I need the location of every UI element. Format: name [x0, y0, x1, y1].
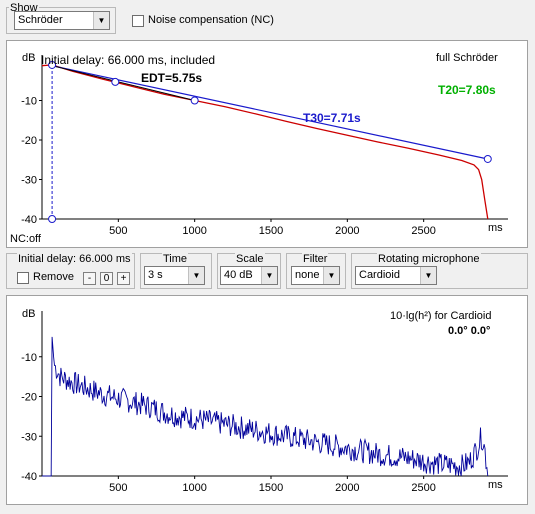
scale-value: 40 dB — [224, 269, 253, 281]
edt-fit-line — [51, 65, 195, 101]
mic-angle: 0.0° 0.0° — [448, 325, 491, 337]
top-y-tick-label: -20 — [21, 135, 37, 147]
edt-value: EDT=5.75s — [141, 71, 203, 85]
fit-marker[interactable] — [483, 154, 492, 163]
top-x-tick-label: 1500 — [259, 225, 283, 237]
noise-compensation-checkbox[interactable] — [132, 15, 144, 27]
noise-compensation-label: Noise compensation (NC) — [148, 14, 274, 26]
bottom-y-tick-label: -30 — [21, 431, 37, 443]
bottom-x-tick-label: 1000 — [182, 482, 206, 494]
schroeder-chart: -10 -20 -30 -40 500 1000 1500 2000 2500 — [21, 55, 508, 237]
remove-checkbox[interactable] — [17, 272, 29, 284]
top-x-tick-label: 2500 — [411, 225, 435, 237]
top-y-tick-label: -30 — [21, 175, 37, 187]
fit-marker[interactable] — [48, 215, 57, 223]
bottom-x-tick-label: 2500 — [411, 482, 435, 494]
mic-label: Rotating microphone — [377, 253, 481, 265]
top-x-unit: ms — [488, 222, 503, 234]
initial-delay-info: Initial delay: 66.000 ms, included — [41, 53, 216, 67]
t30-value: T30=7.71s — [303, 111, 361, 125]
impulse-chart: -10 -20 -30 -40 500 1000 1500 2000 2500 — [21, 311, 508, 494]
delay-minus-button[interactable]: - — [83, 272, 96, 285]
time-value: 3 s — [148, 269, 163, 281]
chevron-down-icon[interactable]: ▼ — [93, 12, 109, 29]
bottom-y-unit: dB — [22, 308, 36, 320]
chevron-down-icon[interactable]: ▼ — [188, 267, 204, 284]
chevron-down-icon[interactable]: ▼ — [323, 267, 339, 284]
filter-dropdown[interactable]: none ▼ — [291, 266, 340, 285]
impulse-response-curve — [42, 336, 489, 477]
chevron-down-icon[interactable]: ▼ — [261, 267, 277, 284]
time-label: Time — [162, 253, 189, 265]
filter-label: Filter — [302, 253, 329, 265]
bottom-y-tick-label: -20 — [21, 392, 37, 404]
show-group — [6, 7, 116, 34]
bottom-x-tick-label: 2000 — [335, 482, 359, 494]
scale-label: Scale — [235, 253, 265, 265]
delay-label: Initial delay: 66.000 ms — [17, 253, 132, 265]
fit-marker[interactable] — [48, 60, 57, 69]
impulse-plot-panel: -10 -20 -30 -40 500 1000 1500 2000 2500 dB 10·lg… — [6, 295, 528, 505]
filter-value: none — [295, 269, 320, 281]
top-y-tick-label: -10 — [21, 96, 37, 108]
top-x-tick-label: 1000 — [182, 225, 206, 237]
top-y-tick-label: -40 — [21, 214, 37, 226]
top-y-unit: dB — [22, 52, 36, 64]
time-dropdown[interactable]: 3 s ▼ — [144, 266, 205, 285]
top-x-tick-label: 2000 — [335, 225, 359, 237]
nc-status: NC:off — [10, 233, 41, 245]
fit-marker[interactable] — [111, 77, 120, 86]
schroeder-curve — [41, 64, 489, 220]
chevron-down-icon[interactable]: ▼ — [420, 267, 436, 284]
bottom-x-tick-label: 1500 — [259, 482, 283, 494]
show-value: Schröder — [18, 14, 63, 26]
scale-dropdown[interactable]: 40 dB ▼ — [220, 266, 278, 285]
mic-dropdown[interactable]: Cardioid ▼ — [355, 266, 437, 285]
delay-zero-button[interactable]: 0 — [100, 272, 113, 285]
schroeder-mode-label: full Schröder — [436, 52, 498, 64]
fit-marker[interactable] — [190, 96, 199, 105]
t20-value: T20=7.80s — [438, 83, 496, 97]
mic-value: Cardioid — [359, 269, 400, 281]
bottom-x-unit: ms — [488, 479, 503, 491]
schroeder-plot-panel: -10 -20 -30 -40 500 1000 1500 2000 2500 dB Initi… — [6, 40, 528, 248]
remove-label: Remove — [33, 271, 74, 283]
bottom-x-tick-label: 500 — [109, 482, 127, 494]
t30-fit-line — [51, 65, 488, 160]
impulse-title: 10·lg(h²) for Cardioid — [390, 310, 492, 322]
top-x-tick-label: 500 — [109, 225, 127, 237]
delay-plus-button[interactable]: + — [117, 272, 130, 285]
show-dropdown[interactable]: Schröder ▼ — [14, 11, 110, 30]
bottom-y-tick-label: -40 — [21, 471, 37, 483]
bottom-y-tick-label: -10 — [21, 352, 37, 364]
